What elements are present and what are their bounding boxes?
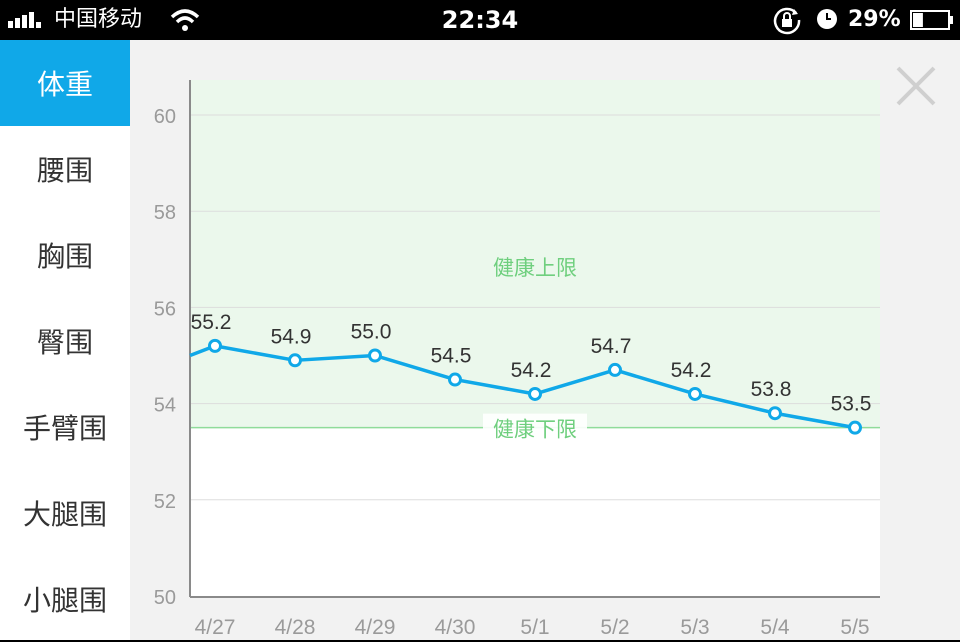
healthy-upper-label: 健康上限: [493, 256, 577, 280]
data-point: [688, 386, 702, 401]
sidebar-item-weight[interactable]: 体重: [0, 40, 130, 126]
sidebar-item-label: 体重: [36, 68, 93, 101]
app-body: 体重腰围胸围臀围手臂围大腿围小腿围 50 52 54 56 58 60 健康下限 健康上限 4/…: [0, 40, 960, 640]
sidebar-item-calf[interactable]: 小腿围: [0, 556, 130, 642]
battery-percent: 29%: [848, 7, 901, 32]
data-point: [208, 338, 222, 353]
data-point: [848, 420, 862, 435]
data-point: [768, 406, 782, 421]
weight-chart: 50 52 54 56 58 60 健康下限 健康上限 4/27 4/28 4/29 4/30 5/1 5…: [130, 40, 960, 640]
sidebar-item-label: 小腿围: [22, 584, 107, 617]
sidebar-item-label: 胸围: [36, 240, 93, 273]
sidebar-menu: 体重腰围胸围臀围手臂围大腿围小腿围: [0, 40, 130, 640]
data-point: [368, 348, 382, 363]
data-point: [528, 386, 542, 401]
x-tick-label: 5/4: [760, 616, 790, 639]
sidebar-item-label: 手臂围: [22, 412, 107, 445]
carrier-name: 中国移动: [54, 7, 143, 32]
healthy-range-band: [190, 80, 880, 428]
y-tick-label: 56: [154, 298, 176, 320]
clock-time: 22:34: [441, 6, 519, 34]
wifi-icon: [170, 9, 200, 31]
y-tick-label: 50: [154, 587, 176, 609]
x-tick-label: 5/2: [600, 616, 629, 639]
data-label: 54.2: [511, 359, 552, 382]
x-tick-label: 5/1: [520, 616, 549, 639]
sidebar-item-label: 臀围: [36, 326, 93, 359]
y-tick-label: 60: [154, 106, 176, 128]
data-point: [448, 372, 462, 387]
x-tick-label: 4/30: [435, 616, 476, 639]
y-tick-label: 58: [154, 202, 176, 224]
x-tick-label: 4/29: [355, 616, 396, 639]
data-label: 54.9: [271, 325, 312, 348]
data-label: 54.7: [591, 335, 632, 358]
healthy-lower-label-bg: [483, 413, 587, 442]
x-tick-label: 4/27: [195, 616, 236, 639]
y-tick-label: 54: [154, 395, 176, 417]
data-label: 55.2: [191, 311, 232, 334]
status-bar: 中国移动 22:34 29%: [0, 0, 960, 40]
x-tick-label: 5/3: [680, 616, 709, 639]
rotation-lock-icon: [773, 7, 801, 35]
sidebar-item-chest[interactable]: 胸围: [0, 212, 130, 298]
battery-icon: [910, 10, 953, 30]
x-tick-label: 5/5: [840, 616, 869, 639]
x-tick-label: 4/28: [275, 616, 316, 639]
data-label: 54.5: [431, 345, 472, 368]
sidebar-item-waist[interactable]: 腰围: [0, 126, 130, 212]
signal-icon: [8, 12, 41, 28]
sidebar-item-thigh[interactable]: 大腿围: [0, 470, 130, 556]
data-label: 53.8: [751, 378, 792, 401]
data-point: [608, 362, 622, 377]
sidebar-item-arm[interactable]: 手臂围: [0, 384, 130, 470]
data-label: 55.0: [351, 321, 392, 344]
close-button[interactable]: [894, 64, 938, 108]
data-point: [288, 353, 302, 368]
sidebar-item-hip[interactable]: 臀围: [0, 298, 130, 384]
sidebar-item-label: 腰围: [36, 154, 93, 187]
y-tick-label: 52: [154, 491, 176, 513]
sidebar-item-label: 大腿围: [22, 498, 107, 531]
weight-series-line: [189, 344, 856, 430]
data-label: 54.2: [671, 359, 712, 382]
healthy-lower-label: 健康下限: [493, 418, 577, 442]
alarm-icon: [817, 9, 837, 29]
data-label: 53.5: [831, 393, 872, 416]
close-icon: [896, 66, 936, 106]
